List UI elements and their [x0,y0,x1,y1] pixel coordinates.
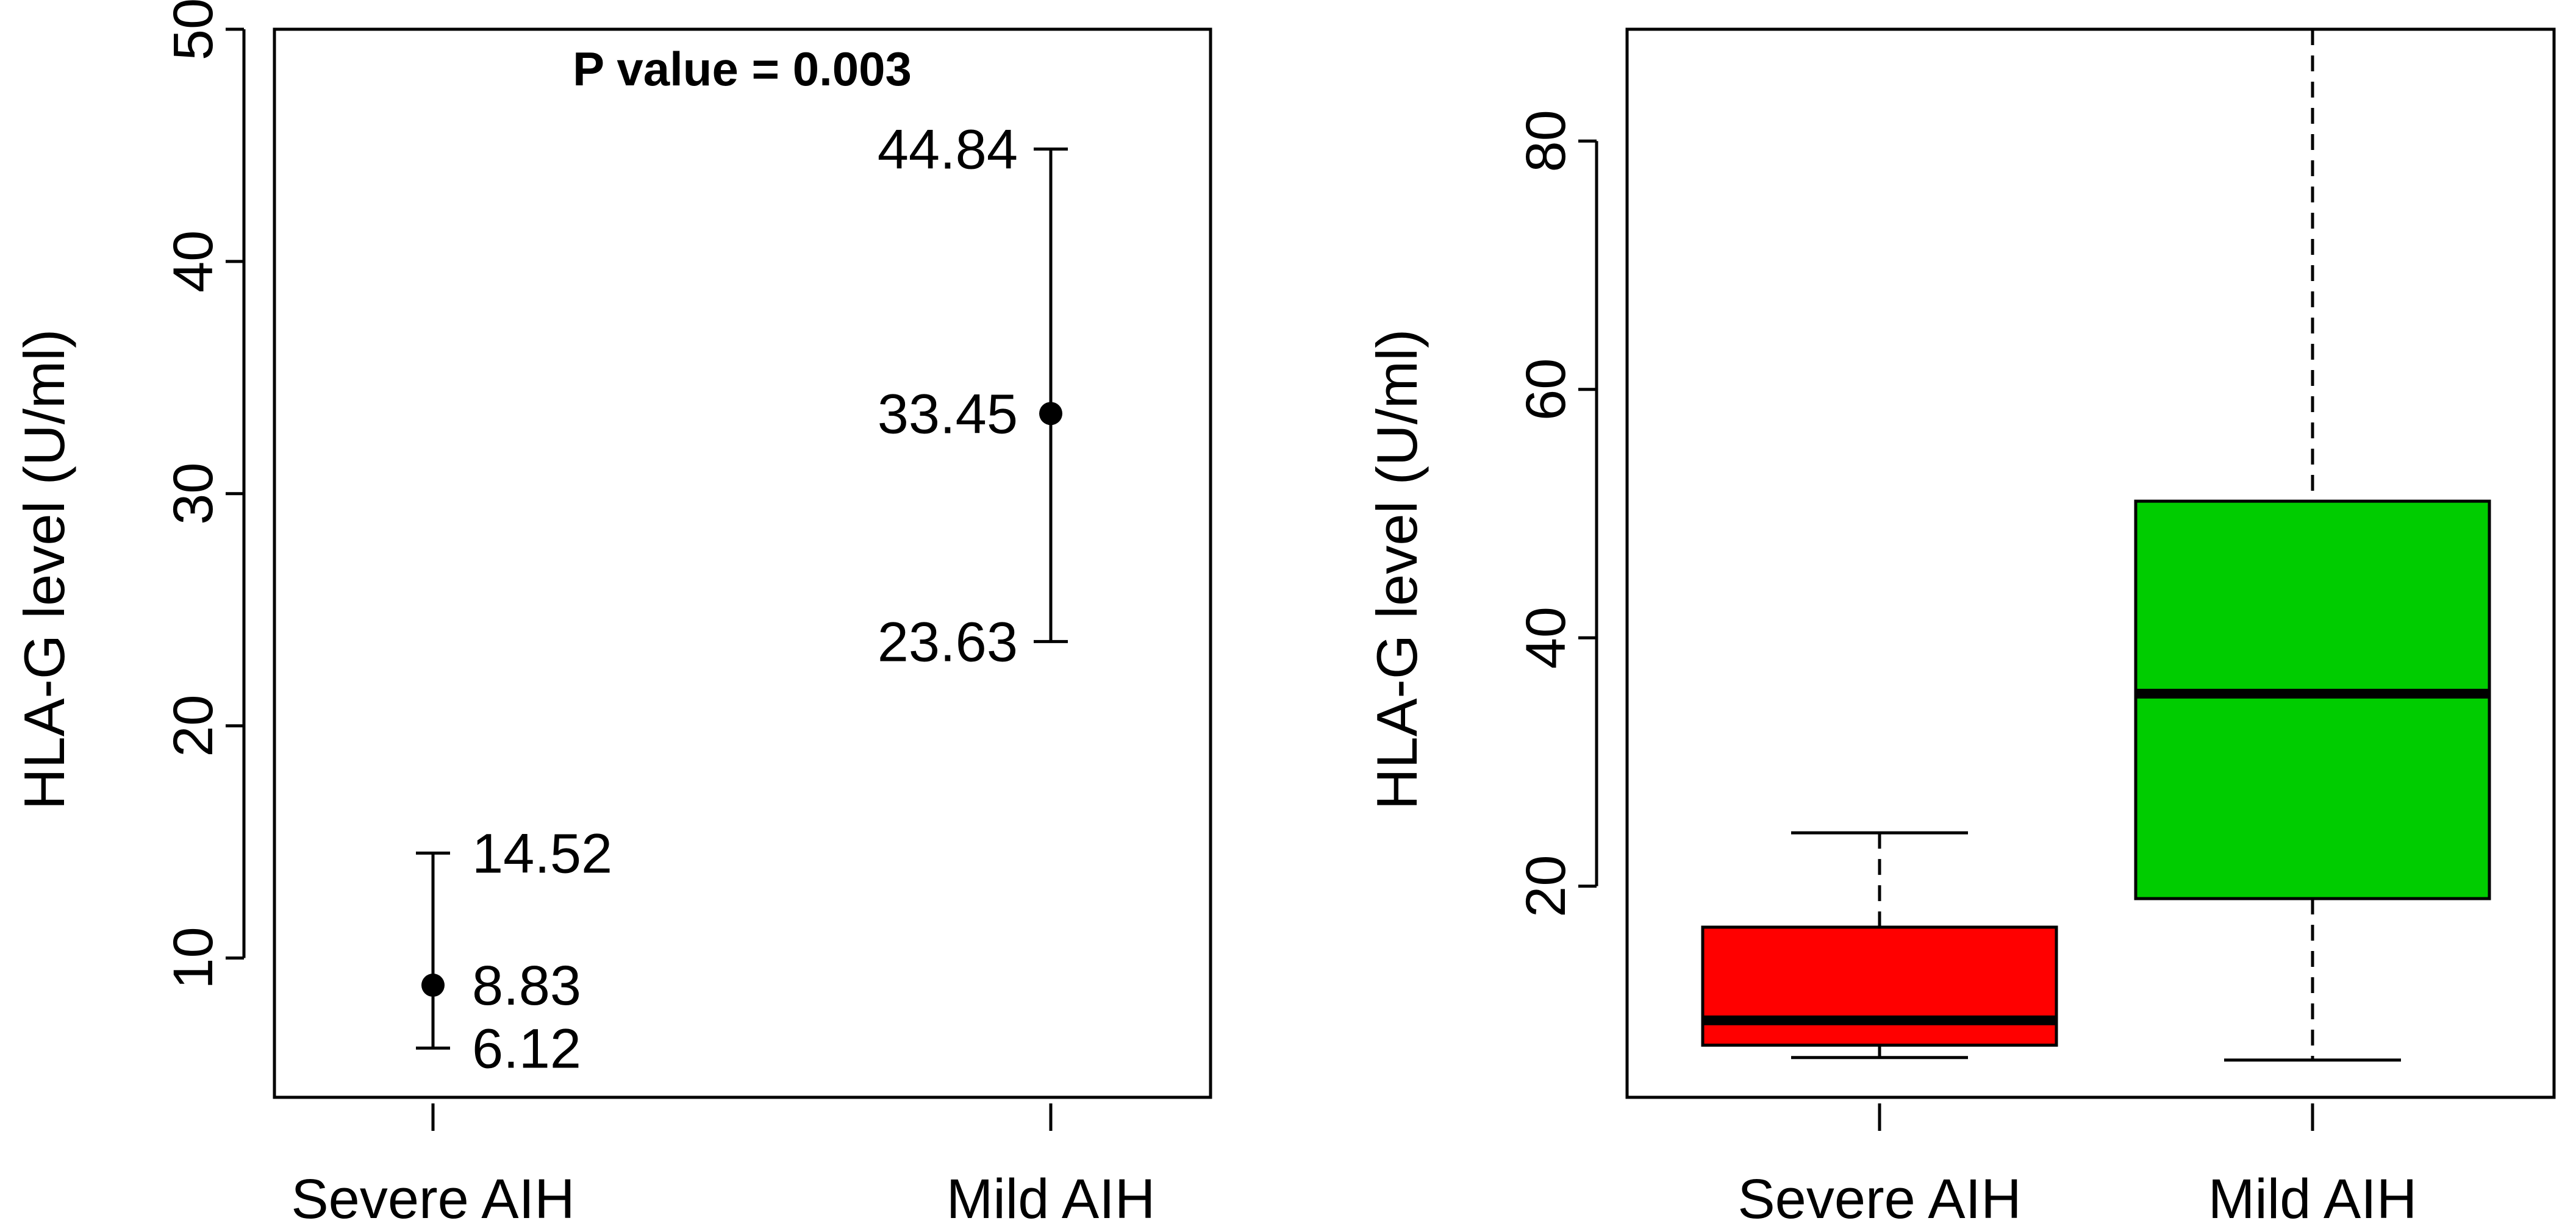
iqr-box [1701,925,2058,1047]
y-tick-label: 20 [1515,855,1577,917]
mean-value-label: 33.45 [878,383,1018,445]
y-tick-label: 40 [162,230,224,293]
y-tick-label: 30 [162,463,224,525]
lower-value-label: 23.63 [878,611,1018,673]
x-tick-label: Severe AIH [1737,1168,2021,1229]
x-axis: Severe AIH Mild AIH [1737,1103,2417,1229]
y-axis: 20 40 60 80 [1515,110,1598,917]
errorbar-panel: P value = 0.003 HLA-G level (U/ml) 10 20 3… [12,0,1212,1229]
box-plots [1701,27,2491,1062]
plot-frame [273,27,1212,1099]
upper-value-label: 44.84 [878,119,1018,181]
y-tick-label: 80 [1515,110,1577,172]
lower-value-label: 6.12 [472,1017,581,1080]
y-tick-label: 20 [162,694,224,757]
p-value-annotation: P value = 0.003 [573,42,912,96]
x-tick-label: Severe AIH [291,1168,574,1229]
mean-point [421,974,445,997]
y-tick-label: 10 [162,927,224,989]
y-axis-title: HLA-G level (U/ml) [1365,329,1429,810]
y-tick-label: 50 [162,0,224,60]
plot-frame [1625,27,2556,1099]
y-tick-label: 60 [1515,358,1577,421]
y-axis: 10 20 30 40 50 [162,0,246,989]
x-tick-label: Mild AIH [946,1168,1156,1229]
error-bars: 14.52 8.836.12 44.84 33.45 23.63 [416,119,1068,1080]
x-tick-label: Mild AIH [2208,1168,2417,1229]
mean-point [1039,402,1062,426]
upper-value-label: 14.52 [472,822,612,885]
boxplot-panel: HLA-G level (U/ml) 20 40 60 80 Severe AIH Mi… [1365,27,2556,1229]
x-axis: Severe AIH Mild AIH [291,1103,1155,1229]
iqr-box [2134,499,2491,900]
y-tick-label: 40 [1515,607,1577,669]
y-axis-title: HLA-G level (U/ml) [12,329,76,810]
mean-value-label: 8.83 [472,955,581,1017]
